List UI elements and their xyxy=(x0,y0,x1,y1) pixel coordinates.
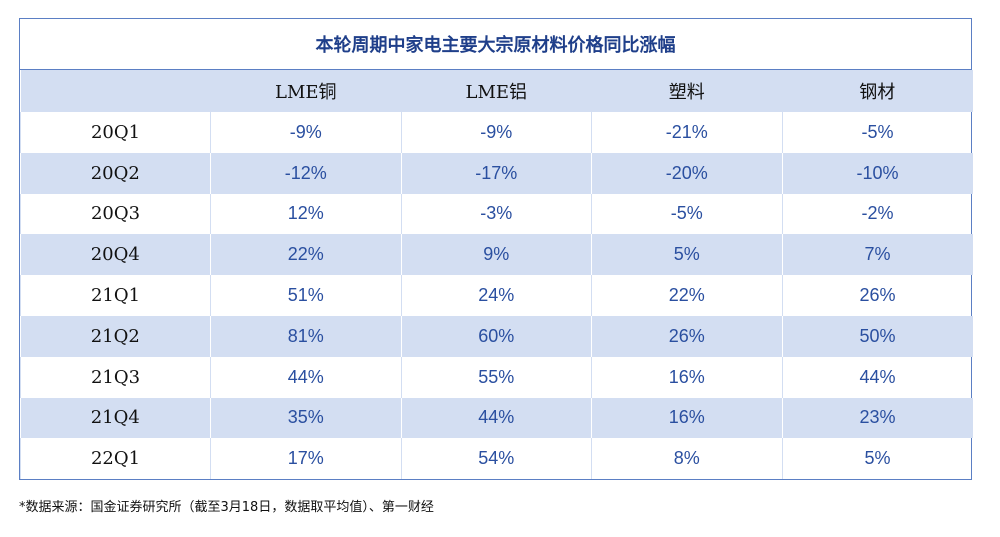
table-row: 22Q1 17% 54% 8% 5% xyxy=(20,438,973,480)
period-cell: 21Q3 xyxy=(20,356,211,398)
header-plastic: 塑料 xyxy=(668,82,705,103)
copper-cell: -12% xyxy=(210,152,401,194)
copper-cell: 22% xyxy=(210,234,401,276)
table-row: 21Q3 44% 55% 16% 44% xyxy=(20,356,973,398)
price-table-panel: 本轮周期中家电主要大宗原材料价格同比涨幅 LME铜 LME铝 塑料 钢材 20Q… xyxy=(19,18,973,480)
table-row: 20Q1 -9% -9% -21% -5% xyxy=(20,112,973,153)
aluminum-cell: 54% xyxy=(400,438,592,480)
period-cell: 21Q2 xyxy=(90,325,140,347)
aluminum-cell: -9% xyxy=(400,112,592,153)
header-period xyxy=(21,70,211,112)
source-footnote: *数据来源：国金证券研究所（截至3月18日，数据取平均值）、第一财经 xyxy=(19,500,434,515)
plastic-cell: 16% xyxy=(591,397,782,439)
table-row: 21Q2 81% 60% 26% 50% xyxy=(20,315,973,357)
period-cell: 21Q1 xyxy=(20,275,211,316)
period-cell: 20Q1 xyxy=(20,112,211,153)
period-cell: 22Q1 xyxy=(20,438,211,480)
copper-cell: -9% xyxy=(210,112,401,153)
header-lme-aluminum: LME铝 xyxy=(465,82,528,103)
steel-cell: -10% xyxy=(781,152,973,194)
table-title: 本轮周期中家电主要大宗原材料价格同比涨幅 xyxy=(20,19,971,70)
table-row: 21Q1 51% 24% 22% 26% xyxy=(20,275,973,316)
period-cell: 20Q3 xyxy=(20,193,211,235)
header-row: LME铜 LME铝 塑料 钢材 xyxy=(20,70,973,112)
aluminum-cell: 24% xyxy=(400,275,592,316)
table-row: 20Q3 12% -3% -5% -2% xyxy=(20,193,973,235)
price-change-table: LME铜 LME铝 塑料 钢材 20Q1 -9% -9% -21% -5% 20… xyxy=(20,70,973,480)
copper-cell: 44% xyxy=(210,356,401,398)
aluminum-cell: -17% xyxy=(400,152,592,194)
plastic-cell: 16% xyxy=(591,356,782,398)
copper-cell: 12% xyxy=(210,193,401,235)
aluminum-cell: 55% xyxy=(400,356,592,398)
steel-cell: 26% xyxy=(781,275,973,316)
steel-cell: -5% xyxy=(781,112,973,153)
aluminum-cell: 44% xyxy=(400,397,592,439)
plastic-cell: -21% xyxy=(591,112,782,153)
header-lme-copper: LME铜 xyxy=(274,82,337,103)
copper-cell: 17% xyxy=(210,438,401,480)
header-steel: 钢材 xyxy=(859,82,896,103)
table-row: 20Q4 22% 9% 5% 7% xyxy=(20,234,973,276)
period-cell: 20Q4 xyxy=(90,244,140,266)
aluminum-cell: -3% xyxy=(400,193,592,235)
steel-cell: 23% xyxy=(781,397,973,439)
aluminum-cell: 60% xyxy=(400,315,592,357)
steel-cell: -2% xyxy=(781,193,973,235)
period-cell: 20Q2 xyxy=(90,162,140,184)
steel-cell: 44% xyxy=(781,356,973,398)
plastic-cell: 26% xyxy=(591,315,782,357)
aluminum-cell: 9% xyxy=(400,234,592,276)
plastic-cell: -5% xyxy=(591,193,782,235)
table-row: 21Q4 35% 44% 16% 23% xyxy=(20,397,973,439)
copper-cell: 81% xyxy=(210,315,401,357)
steel-cell: 50% xyxy=(781,315,973,357)
plastic-cell: 5% xyxy=(591,234,782,276)
copper-cell: 35% xyxy=(210,397,401,439)
steel-cell: 7% xyxy=(781,234,973,276)
period-cell: 21Q4 xyxy=(90,407,140,429)
plastic-cell: 22% xyxy=(591,275,782,316)
steel-cell: 5% xyxy=(781,438,973,480)
plastic-cell: -20% xyxy=(591,152,782,194)
copper-cell: 51% xyxy=(210,275,401,316)
plastic-cell: 8% xyxy=(591,438,782,480)
table-row: 20Q2 -12% -17% -20% -10% xyxy=(20,152,973,194)
